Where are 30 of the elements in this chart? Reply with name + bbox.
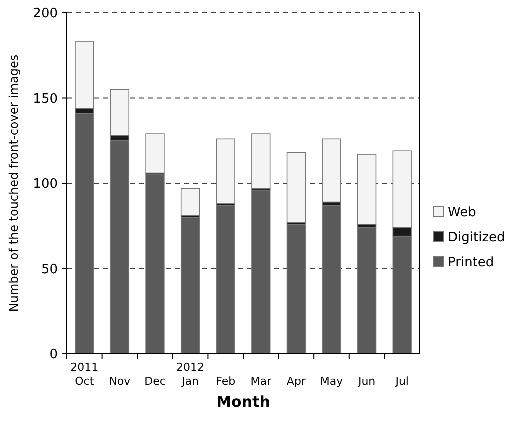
x-tick-label: May — [320, 375, 344, 388]
bar — [357, 227, 377, 354]
y-tick-label: 0 — [50, 348, 58, 363]
x-tick-label: 2011 Oct — [70, 361, 99, 388]
legend-label: Printed — [448, 256, 494, 271]
legend-label: Web — [448, 206, 476, 221]
x-tick-label: 2012 Jan — [176, 361, 205, 388]
bar — [75, 113, 94, 354]
legend-label: Digitized — [448, 230, 506, 246]
x-tick-label: Mar — [250, 375, 272, 388]
bar — [146, 174, 165, 354]
y-tick-label: 100 — [33, 177, 58, 192]
x-axis-title: Month — [216, 393, 270, 411]
bar — [110, 140, 130, 354]
bar — [286, 152, 306, 224]
y-tick-label: 200 — [33, 6, 58, 22]
bar — [146, 134, 165, 174]
x-tick-label: Jul — [394, 375, 409, 388]
bar — [286, 224, 306, 354]
bar — [322, 138, 342, 203]
x-tick-label: Jun — [357, 375, 376, 388]
x-tick-label: Apr — [286, 375, 306, 388]
x-tick-label: Feb — [216, 375, 236, 388]
y-axis-title: Number of the touched front-cover images — [7, 54, 21, 312]
bar — [322, 205, 342, 354]
x-tick-label: Nov — [109, 375, 132, 388]
x-tick-label: Dec — [144, 375, 166, 388]
bar — [357, 154, 377, 225]
y-tick-label: 150 — [33, 92, 58, 107]
y-tick-label: 50 — [41, 262, 58, 278]
